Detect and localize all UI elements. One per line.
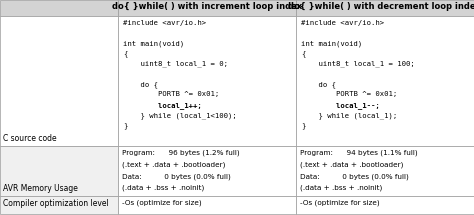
Bar [0,196,118,214]
Bar [0,16,118,146]
Bar [296,0,474,16]
Text: (.data + .bss + .noinit): (.data + .bss + .noinit) [300,184,382,191]
Text: int main(void): int main(void) [123,40,184,47]
Text: (.data + .bss + .noinit): (.data + .bss + .noinit) [122,184,204,191]
Text: Program:      94 bytes (1.1% full): Program: 94 bytes (1.1% full) [300,150,418,157]
Text: -Os (optimize for size): -Os (optimize for size) [300,199,380,206]
Text: local_1++;: local_1++; [123,102,202,109]
Bar [118,16,296,146]
Text: (.text + .data + .bootloader): (.text + .data + .bootloader) [300,161,403,168]
Text: uint8_t local_1 = 100;: uint8_t local_1 = 100; [301,61,415,68]
Text: }: } [123,122,128,129]
Text: {: { [123,51,128,57]
Text: (.text + .data + .bootloader): (.text + .data + .bootloader) [122,161,225,168]
Text: {: { [301,51,305,57]
Text: Data:          0 bytes (0.0% full): Data: 0 bytes (0.0% full) [122,173,231,180]
Text: -Os (optimize for size): -Os (optimize for size) [122,199,201,206]
Text: PORTB ^= 0x01;: PORTB ^= 0x01; [301,91,397,97]
Text: int main(void): int main(void) [301,40,362,47]
Text: do{ }while( ) with decrement loop index: do{ }while( ) with decrement loop index [289,2,474,11]
Bar [0,0,118,16]
Text: Compiler optimization level: Compiler optimization level [3,199,109,208]
Bar [296,146,474,196]
Text: #include <avr/io.h>: #include <avr/io.h> [123,20,206,26]
Text: local_1--;: local_1--; [301,102,380,109]
Text: uint8_t local_1 = 0;: uint8_t local_1 = 0; [123,61,228,68]
Text: Data:          0 bytes (0.0% full): Data: 0 bytes (0.0% full) [300,173,409,180]
Bar [118,196,296,214]
Text: do {: do { [301,81,336,88]
Bar [0,146,118,196]
Text: #include <avr/io.h>: #include <avr/io.h> [301,20,384,26]
Text: do{ }while( ) with increment loop index: do{ }while( ) with increment loop index [112,2,302,11]
Bar [118,0,296,16]
Text: C source code: C source code [3,134,56,143]
Text: } while (local_1<100);: } while (local_1<100); [123,112,237,118]
Text: PORTB ^= 0x01;: PORTB ^= 0x01; [123,91,219,97]
Text: }: } [301,122,305,129]
Bar [296,16,474,146]
Text: } while (local_1);: } while (local_1); [301,112,397,118]
Bar [296,196,474,214]
Bar [118,146,296,196]
Text: Program:      96 bytes (1.2% full): Program: 96 bytes (1.2% full) [122,150,240,157]
Text: do {: do { [123,81,158,88]
Text: AVR Memory Usage: AVR Memory Usage [3,184,78,193]
